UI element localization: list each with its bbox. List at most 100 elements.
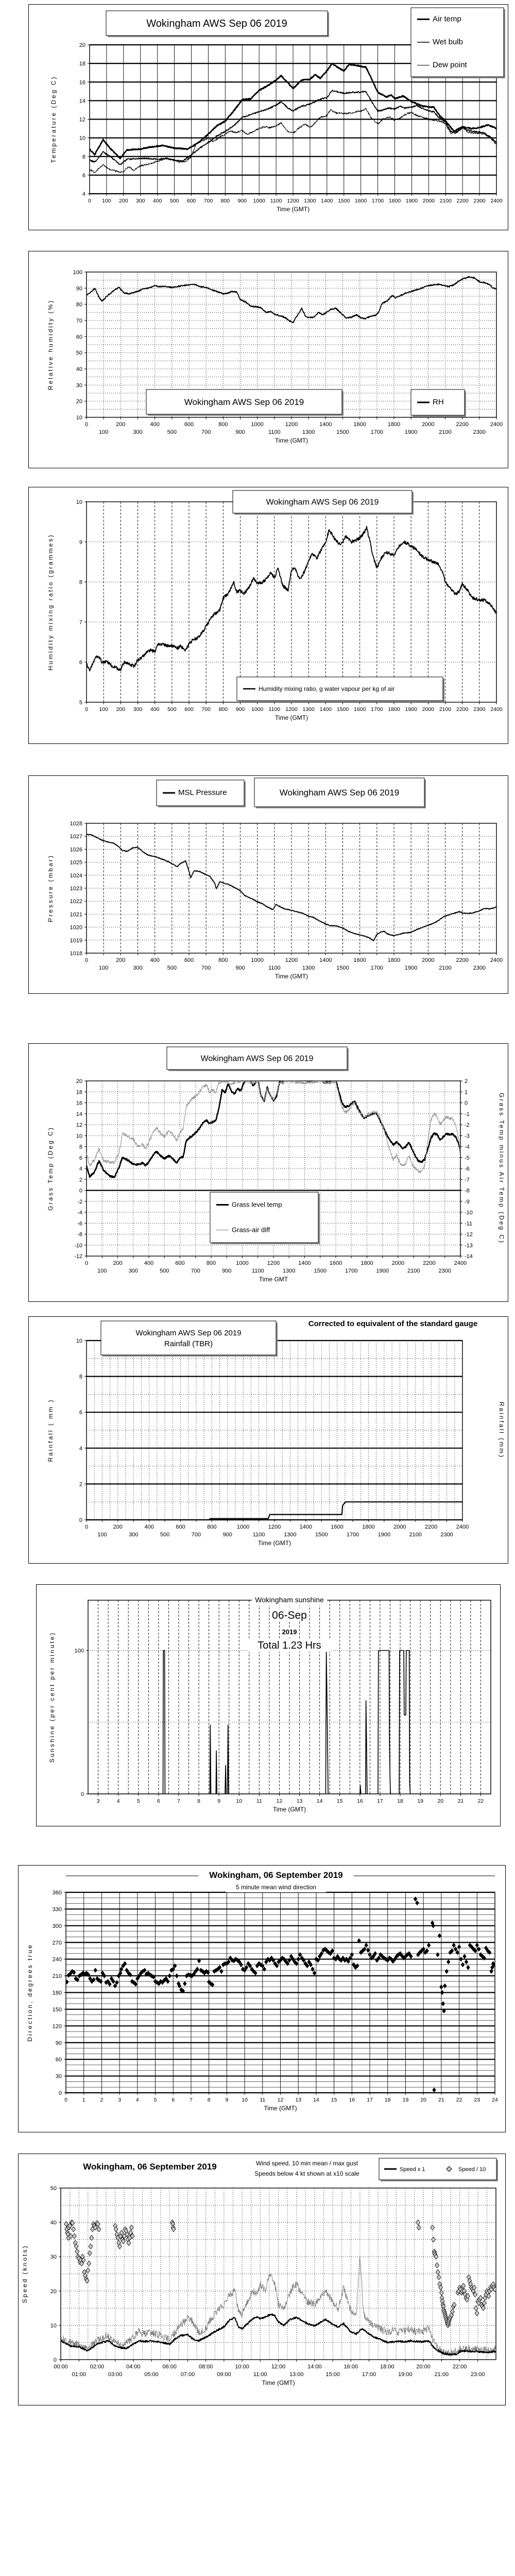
x-tick-label: 2400 xyxy=(456,1524,469,1530)
y-tick-label: 10 xyxy=(76,499,82,505)
x-tick-label: 12 xyxy=(277,1798,283,1804)
series-msl-pressure xyxy=(87,834,496,941)
y-tick-label: 100 xyxy=(75,1648,84,1654)
x-tick-label: 12 xyxy=(278,2097,284,2103)
x-tick-label: 2000 xyxy=(393,1524,406,1530)
chart-wind-speed-panel: 00:00 01:00 02:00 03:00 04:00 05:00 06:00 07:00… xyxy=(18,2154,506,2405)
y-tick-label: 0 xyxy=(79,1188,82,1194)
x-tick-label: 4 xyxy=(117,1798,120,1804)
scatter-point xyxy=(72,1970,76,1975)
x-tick-label: 9 xyxy=(225,2097,228,2103)
y-tick-label: -12 xyxy=(74,1253,82,1260)
x-tick-label: 2300 xyxy=(473,706,486,713)
y-tick-label: 1025 xyxy=(70,860,82,866)
x-tick-label: 100 xyxy=(97,1532,107,1538)
scatter-point xyxy=(84,1970,89,1976)
scatter-point xyxy=(123,1961,127,1967)
scatter-point xyxy=(437,1933,442,1939)
scatter-point xyxy=(314,1956,318,1962)
x-tick-label: 1000 xyxy=(253,198,265,204)
scatter-point xyxy=(335,1954,340,1959)
scatter-point xyxy=(480,2305,486,2311)
y-tick-label: -8 xyxy=(77,1232,82,1238)
scatter-point xyxy=(234,1956,238,1962)
scatter-point xyxy=(489,1969,493,1974)
chart-grass-temp-figure: 0100200300400500600700800900100011001200… xyxy=(47,1046,505,1283)
x-tick-label: 2200 xyxy=(425,1524,437,1530)
scatter-point xyxy=(478,2295,483,2301)
right-y-axis-title: Rainfall (mm) xyxy=(498,1402,505,1459)
x-tick-label: 11 xyxy=(260,2097,265,2103)
x-tick-label: 0 xyxy=(85,1524,88,1530)
chart-title: Wokingham AWS Sep 06 2019 xyxy=(184,397,304,407)
y-tick-label: 80 xyxy=(76,302,82,308)
scatter-point xyxy=(457,1944,461,1950)
scatter-point xyxy=(384,1956,388,1962)
x-tick-label: 1800 xyxy=(360,1260,373,1266)
y-tick-label: 20 xyxy=(79,42,85,48)
x-tick-label: 1900 xyxy=(376,1268,389,1274)
scatter-point xyxy=(407,1951,411,1956)
x-tick-label: 1100 xyxy=(252,1268,264,1274)
scatter-point xyxy=(111,1979,115,1984)
x-tick-label: 2000 xyxy=(423,198,435,204)
right-y-tick-label: 0 xyxy=(465,1100,468,1107)
scatter-point xyxy=(471,2288,476,2294)
x-tick-label: 5 xyxy=(154,2097,157,2103)
x-tick-label: 200 xyxy=(113,1524,123,1530)
y-tick-label: 1026 xyxy=(70,846,82,853)
y-tick-label: 330 xyxy=(53,1906,62,1912)
y-tick-label: 10 xyxy=(76,1338,82,1344)
y-tick-label: 0 xyxy=(81,1791,84,1798)
y-tick-label: 180 xyxy=(53,1990,62,1996)
scatter-point xyxy=(328,1951,333,1956)
x-tick-label: 800 xyxy=(219,706,228,713)
x-tick-label: 400 xyxy=(150,421,159,428)
x-tick-label: 1700 xyxy=(371,965,383,971)
legend-label: Humidity mixing ratio, g water vapour pe… xyxy=(259,685,394,692)
x-tick-label: 1500 xyxy=(337,706,349,713)
right-y-tick-label: -8 xyxy=(465,1188,470,1194)
scatter-point xyxy=(416,2224,421,2231)
y-tick-label: 0 xyxy=(54,2357,57,2363)
chart-pressure-figure: 0 100 200 300 400 500 600 700 800 900 1000 1100 1200… xyxy=(47,777,503,980)
scatter-point xyxy=(88,2243,93,2249)
scatter-point xyxy=(431,2236,436,2243)
scatter-point xyxy=(271,1957,276,1963)
x-tick-label: 1300 xyxy=(284,1532,296,1538)
scatter-point xyxy=(264,1959,268,1964)
x-tick-label: 1900 xyxy=(405,706,417,713)
x-tick-label: 1600 xyxy=(331,1524,343,1530)
scatter-point xyxy=(133,1981,138,1987)
scatter-point xyxy=(179,1987,183,1992)
scatter-point xyxy=(348,1955,352,1961)
x-tick-label: 09:00 xyxy=(217,2371,231,2378)
x-tick-label: 24 xyxy=(492,2097,498,2103)
x-tick-label: 07:00 xyxy=(181,2371,195,2378)
scatter-point xyxy=(93,2224,98,2231)
x-tick-label: 1800 xyxy=(389,198,401,204)
scatter-point xyxy=(312,1970,317,1976)
series-air-temp xyxy=(90,63,496,160)
legend-label: Dew point xyxy=(433,61,468,70)
scatter-point xyxy=(235,1957,239,1963)
series-wet-bulb xyxy=(90,90,496,165)
x-tick-label: 04:00 xyxy=(126,2364,141,2370)
x-tick-label: 900 xyxy=(237,198,247,204)
x-axis-title: Time (GMT) xyxy=(277,206,310,213)
x-tick-label: 2400 xyxy=(490,421,503,428)
scatter-point xyxy=(153,1979,158,1984)
y-tick-label: 4 xyxy=(82,191,85,197)
x-tick-label: 1500 xyxy=(314,1268,327,1274)
scatter-point xyxy=(96,2226,101,2232)
scatter-point xyxy=(118,1970,123,1976)
chart-pressure-panel: 0 100 200 300 400 500 600 700 800 900 1000 1100 1200… xyxy=(28,775,508,994)
scatter-point xyxy=(74,1976,78,1981)
scatter-point xyxy=(430,2224,435,2231)
y-axis-title: Speed (knots) xyxy=(21,2245,28,2303)
x-tick-label: 2000 xyxy=(422,957,434,963)
x-tick-label: 1000 xyxy=(236,1260,248,1266)
scatter-point xyxy=(167,1973,172,1978)
x-tick-label: 01:00 xyxy=(72,2371,86,2378)
scatter-point xyxy=(474,2310,479,2316)
